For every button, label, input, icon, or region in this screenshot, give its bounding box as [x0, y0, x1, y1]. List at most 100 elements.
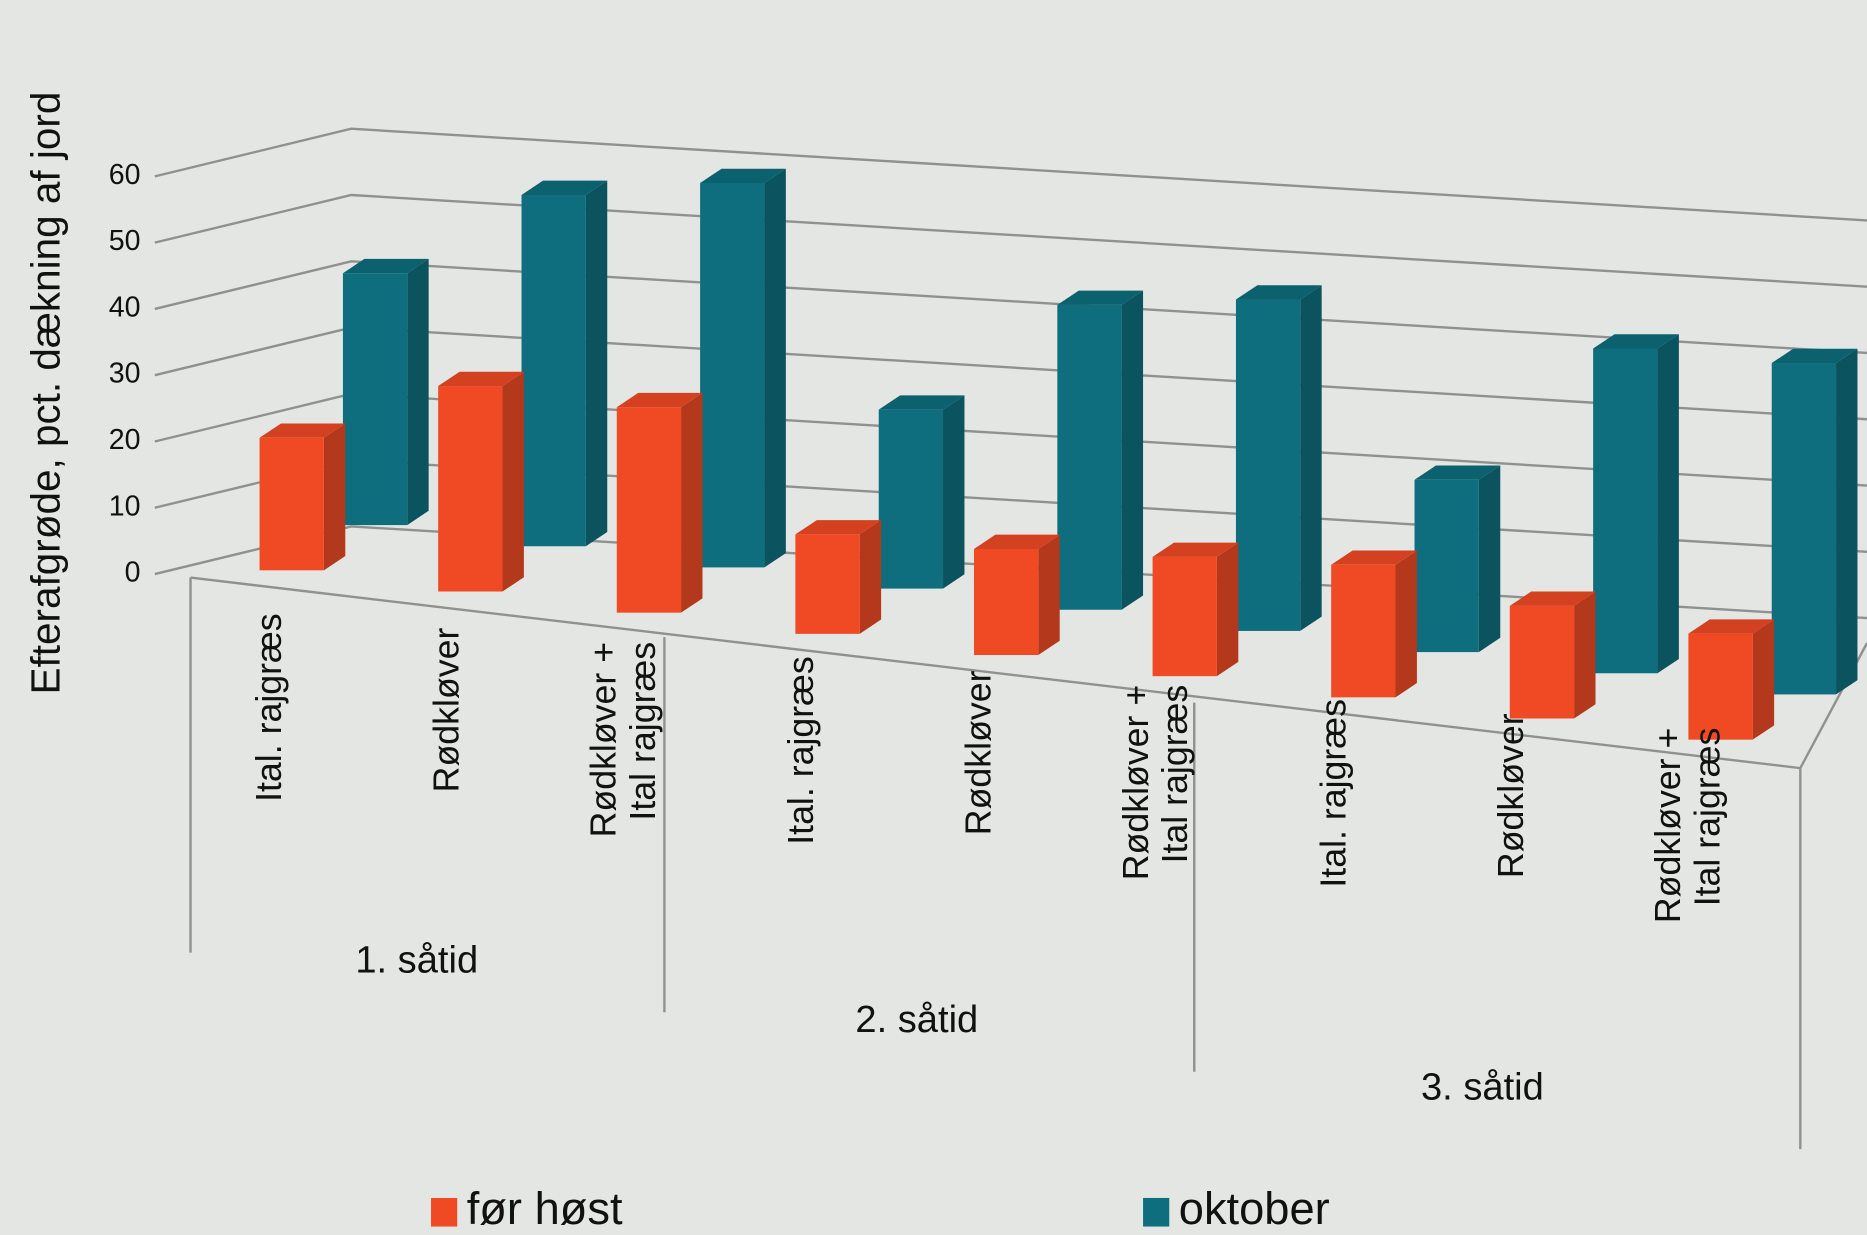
bar-top — [342, 258, 429, 274]
bar-side — [1657, 334, 1679, 674]
x-tick-label: Rødkløver — [959, 670, 999, 835]
grid-line — [154, 127, 1867, 222]
grid-line — [154, 193, 1867, 288]
y-tick-label: 60 — [109, 159, 141, 191]
bar — [342, 258, 429, 526]
bar-top — [1509, 591, 1596, 606]
bar-side — [1752, 619, 1775, 740]
bar-front — [438, 386, 503, 592]
bar — [1057, 290, 1144, 610]
axis-frame — [189, 576, 1867, 1150]
bar-front — [1593, 348, 1658, 674]
x-tick-label: Rødkløver — [426, 628, 466, 793]
legend-label: før høst — [467, 1183, 623, 1234]
bar-side — [764, 168, 786, 568]
bar-top — [1057, 290, 1144, 305]
x-tick-label: Rødkløver +Ital rajgræs — [584, 642, 663, 838]
bar-front — [973, 548, 1039, 656]
bar-side — [1038, 534, 1060, 656]
bar-top — [1235, 285, 1322, 300]
y-tick-label: 10 — [109, 490, 141, 522]
bar-top — [1152, 542, 1239, 557]
bar-front — [1509, 605, 1575, 719]
bar-front — [521, 194, 586, 547]
bar-side — [859, 520, 882, 634]
bar-side — [1300, 285, 1322, 631]
bar-top — [521, 180, 608, 195]
bar-top — [1771, 348, 1858, 364]
group-label: 2. såtid — [855, 999, 978, 1041]
y-tick-label: 20 — [109, 424, 141, 456]
y-tick-label: 50 — [109, 225, 141, 257]
bar — [1414, 465, 1501, 653]
bar — [1152, 542, 1239, 677]
bar — [616, 392, 703, 613]
bar-top — [1414, 465, 1501, 480]
bar-side — [1574, 591, 1596, 719]
bar — [1593, 334, 1679, 674]
bar-top — [438, 371, 524, 387]
bar-front — [1771, 363, 1837, 695]
bar-side — [1121, 290, 1144, 610]
x-tick-label: Ital. rajgræs — [1313, 699, 1353, 888]
bar-front — [795, 534, 860, 634]
bar-side — [943, 395, 965, 589]
bar-front — [342, 273, 408, 526]
bar-side — [1836, 348, 1858, 695]
bar — [1235, 285, 1322, 631]
bar-front — [1235, 299, 1301, 631]
bar-side — [681, 392, 703, 613]
bar — [973, 534, 1060, 656]
bar-top — [616, 392, 703, 408]
bar-front — [1331, 564, 1396, 698]
bar-top — [1593, 334, 1679, 349]
x-tick-label: Rødkløver +Ital rajgræs — [1649, 728, 1728, 924]
x-tick-label: Ital. rajgræs — [781, 656, 821, 845]
bar-side — [1216, 542, 1239, 677]
bar — [1509, 591, 1596, 719]
bar-side — [502, 371, 524, 592]
bar — [878, 395, 965, 589]
y-axis-title: Efterafgrøde, pct. dækning af jord — [23, 92, 69, 695]
y-tick-label: 30 — [109, 358, 141, 390]
x-tick-label: Rødkløver — [1491, 713, 1531, 878]
bar-front — [700, 182, 765, 568]
bar-side — [1395, 550, 1417, 698]
bar-front — [1414, 479, 1479, 653]
legend-swatch — [1143, 1197, 1170, 1227]
bar-top — [795, 520, 882, 535]
bar — [700, 168, 786, 568]
bar-front — [259, 437, 324, 571]
bar-side — [585, 180, 608, 547]
bar — [1771, 348, 1858, 695]
bar — [1688, 619, 1775, 740]
bar-front — [1152, 556, 1217, 677]
grid-line — [154, 260, 1867, 355]
bar — [259, 423, 346, 571]
x-tick-label: Ital. rajgræs — [249, 613, 289, 802]
bar-top — [1688, 619, 1775, 634]
bar-side — [1478, 465, 1501, 653]
legend-swatch — [431, 1197, 458, 1227]
bar-side — [407, 258, 429, 526]
bar-top — [1331, 550, 1417, 565]
y-tick-label: 0 — [125, 557, 141, 589]
bar-front — [1688, 633, 1753, 740]
bar-side — [323, 423, 346, 571]
x-tick-label: Rødkløver +Ital rajgræs — [1116, 685, 1195, 881]
bar-front — [616, 407, 682, 613]
bar — [795, 520, 882, 634]
bar — [438, 371, 524, 592]
y-tick-label: 40 — [109, 291, 141, 323]
bar-top — [878, 395, 965, 410]
bar-front — [1057, 304, 1122, 610]
group-label: 1. såtid — [355, 939, 478, 981]
bar-top — [259, 423, 346, 438]
bar-top — [700, 168, 786, 183]
group-label: 3. såtid — [1421, 1067, 1544, 1109]
bar-front — [878, 409, 944, 589]
bar — [521, 180, 608, 547]
bar-top — [973, 534, 1060, 549]
